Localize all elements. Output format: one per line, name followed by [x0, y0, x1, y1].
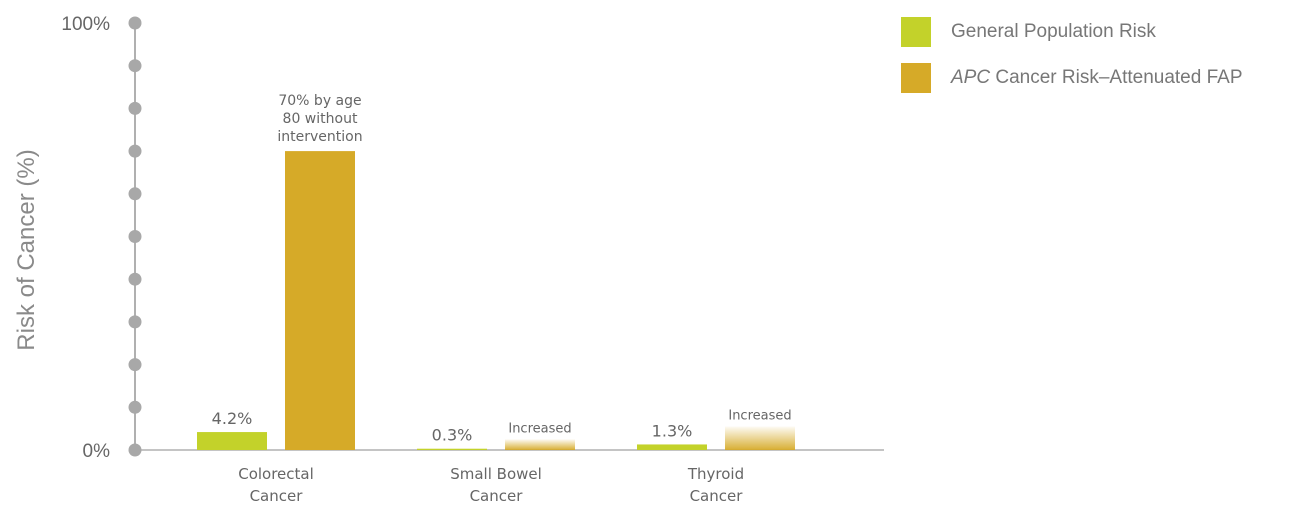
bar-annotation-line: 70% by age: [278, 93, 361, 109]
y-axis-dot-marker: [128, 144, 142, 158]
y-axis-dot-marker: [128, 101, 142, 115]
x-category-label: Colorectal: [238, 465, 314, 483]
y-tick-label: 0%: [83, 441, 111, 462]
bar-apc: [285, 151, 355, 450]
y-axis-dot-marker: [128, 272, 142, 286]
legend-swatch-general: [901, 17, 931, 47]
y-tick-label: 100%: [61, 14, 110, 35]
legend-label-general: General Population Risk: [951, 21, 1156, 42]
x-category-label: Cancer: [250, 487, 304, 505]
x-category-label: Cancer: [690, 487, 744, 505]
bar-value-label: 0.3%: [432, 426, 473, 445]
bar-general: [197, 432, 267, 450]
y-axis-dot-marker: [128, 16, 142, 30]
legend-item-apc-risk: APC Cancer Risk–Attenuated FAP: [901, 63, 1243, 93]
bar-general: [637, 444, 707, 450]
legend-label-apc-rest: Cancer Risk–Attenuated FAP: [990, 67, 1243, 88]
legend-swatch-apc: [901, 63, 931, 93]
legend-label-apc-gene: APC: [951, 67, 991, 88]
bar-value-label: 4.2%: [212, 409, 253, 428]
y-axis-dot-marker: [128, 187, 142, 201]
bar-general: [417, 448, 487, 450]
y-axis-dot-marker: [128, 400, 142, 414]
bar-apc: [505, 439, 575, 450]
bar-annotation-line: 80 without: [283, 111, 358, 127]
bar-annotation-line: intervention: [277, 129, 362, 145]
legend-item-general-population: General Population Risk: [901, 17, 1243, 47]
x-category-label: Small Bowel: [450, 465, 542, 483]
bar-value-label: Increased: [508, 421, 571, 436]
y-axis-dot-marker: [128, 230, 142, 243]
bar-value-label: Increased: [728, 409, 791, 424]
y-axis-dot-marker: [128, 443, 142, 457]
bar-value-label: 1.3%: [652, 421, 693, 440]
legend: General Population Risk APC Cancer Risk–…: [901, 17, 1243, 110]
y-axis-label: Risk of Cancer (%): [13, 149, 40, 350]
y-axis-dot-marker: [128, 315, 142, 329]
y-axis-dot-marker: [128, 59, 142, 73]
bar-apc: [725, 426, 795, 450]
x-category-label: Thyroid: [687, 465, 744, 483]
y-axis-dot-marker: [128, 358, 142, 372]
x-category-label: Cancer: [470, 487, 524, 505]
legend-label-apc: APC Cancer Risk–Attenuated FAP: [951, 67, 1243, 89]
